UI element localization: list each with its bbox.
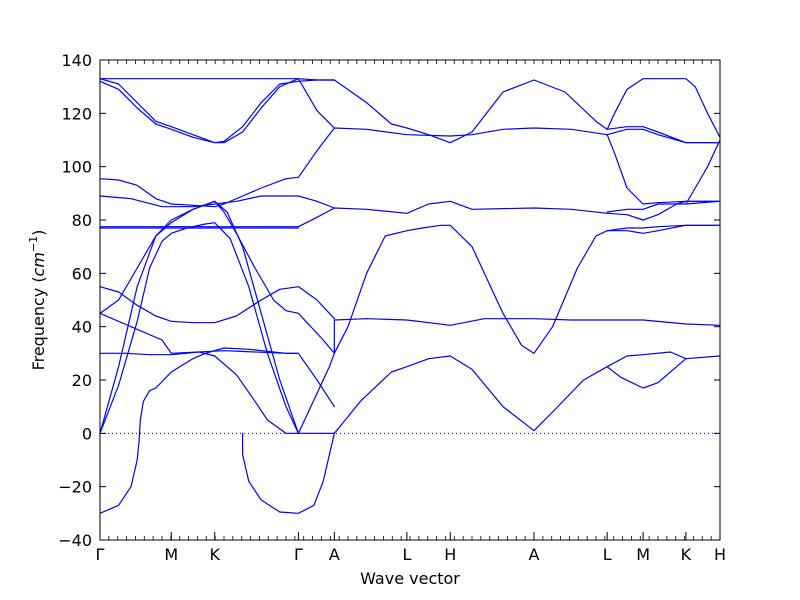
phonon-band-15 xyxy=(606,200,721,213)
y-tick-label: 120 xyxy=(61,104,92,123)
phonon-band-19 xyxy=(606,128,721,144)
y-axis-label-text: Frequency ( xyxy=(29,276,48,370)
y-tick-label: 20 xyxy=(72,371,92,390)
phonon-band-11 xyxy=(606,358,687,389)
x-tick-label: H xyxy=(444,545,456,564)
y-tick-label: 140 xyxy=(61,51,92,70)
y-axis-label-exponent: −1 xyxy=(27,236,40,252)
x-tick-label: M xyxy=(164,545,178,564)
phonon-band-2 xyxy=(99,351,299,434)
x-tick-label: Γ xyxy=(96,545,105,564)
phonon-band-18 xyxy=(99,79,335,144)
y-tick-label: −40 xyxy=(58,531,92,550)
x-tick-label: L xyxy=(603,545,612,564)
plot-area xyxy=(99,59,721,541)
phonon-band-3 xyxy=(242,432,335,514)
phonon-band-21 xyxy=(685,139,721,205)
x-tick-label: K xyxy=(681,545,692,564)
y-tick-label: 80 xyxy=(72,211,92,230)
y-tick-label: 0 xyxy=(82,424,92,443)
y-tick-label: 60 xyxy=(72,264,92,283)
phonon-band-6 xyxy=(99,200,721,354)
x-tick-label: Γ xyxy=(294,545,303,564)
x-tick-label: H xyxy=(714,545,726,564)
y-tick-label: 40 xyxy=(72,318,92,337)
phonon-band-20 xyxy=(606,78,721,138)
x-tick-label: M xyxy=(636,545,650,564)
phonon-band-1 xyxy=(99,347,299,514)
x-tick-label: A xyxy=(529,545,540,564)
phonon-band-17 xyxy=(99,78,721,144)
series-group xyxy=(99,78,721,514)
y-tick-label: 100 xyxy=(61,158,92,177)
y-tick-label: −20 xyxy=(58,478,92,497)
phonon-band-12 xyxy=(99,200,721,228)
x-tick-label: A xyxy=(329,545,340,564)
phonon-band-23 xyxy=(606,224,721,234)
phonon-band-14 xyxy=(99,127,721,208)
y-axis-label-unit: cm xyxy=(29,252,48,276)
phonon-band-16 xyxy=(99,78,335,129)
phonon-band-4 xyxy=(99,222,299,434)
phonon-band-10 xyxy=(297,351,721,434)
phonon-band-7 xyxy=(99,286,335,324)
y-axis-ticks: −40 −20 0 20 40 60 80 100 120 140 xyxy=(58,51,720,550)
x-tick-label: K xyxy=(209,545,220,564)
y-axis-label-close: ) xyxy=(29,230,48,236)
phonon-band-9 xyxy=(297,318,721,434)
phonon-band-13 xyxy=(99,195,335,209)
x-tick-label: L xyxy=(402,545,411,564)
y-axis-label: Frequency (cm−1) xyxy=(27,230,48,371)
x-axis-label: Wave vector xyxy=(360,569,460,588)
phonon-band-8 xyxy=(99,312,335,408)
